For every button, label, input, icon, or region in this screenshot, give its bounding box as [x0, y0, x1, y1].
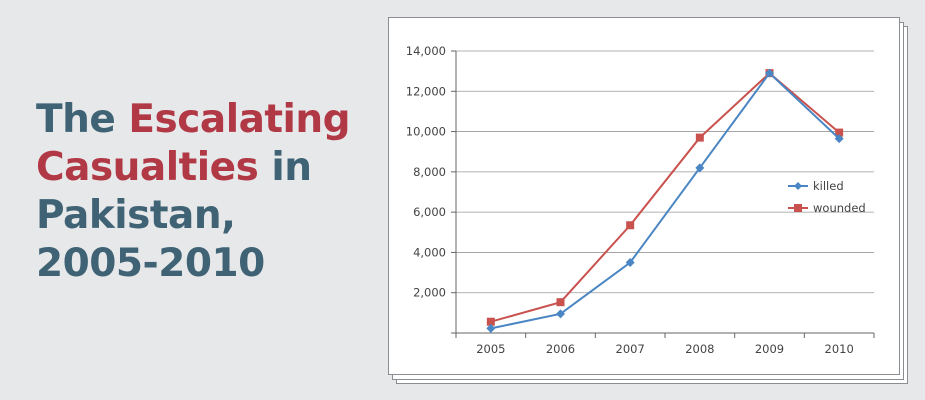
series-line-killed	[490, 71, 840, 330]
point-killed	[765, 68, 774, 78]
series-lines	[486, 68, 844, 333]
point-killed	[625, 258, 635, 267]
y-tick-label: 12,000	[406, 84, 446, 98]
legend-label-wounded: wounded	[813, 201, 866, 215]
x-tick-label: 2005	[476, 342, 505, 356]
grid-lines	[456, 50, 874, 294]
y-tick-label: 6,000	[413, 205, 446, 219]
x-tick-label: 2009	[755, 342, 784, 356]
point-killed	[834, 134, 844, 144]
point-killed	[695, 163, 705, 173]
headline-the: The	[36, 97, 129, 142]
y-tick-label: 2,000	[413, 286, 446, 300]
y-tick-label: 14,000	[406, 44, 446, 58]
point-wounded	[486, 317, 495, 326]
legend-label-killed: killed	[813, 179, 844, 193]
line-chart: 2,000 4,000 6,000 8,000 10,000 12,000 14,000 2…	[406, 44, 875, 356]
x-tick-label: 2006	[546, 342, 575, 356]
legend-marker-killed	[794, 182, 802, 190]
point-wounded	[556, 298, 565, 307]
point-wounded	[695, 133, 704, 142]
y-tick-label: 10,000	[406, 125, 446, 139]
legend-marker-wounded	[794, 204, 802, 212]
headline-escalating: Escalating	[128, 97, 351, 142]
headline-pakistan: Pakistan,	[36, 193, 236, 238]
legend: killed wounded	[788, 179, 866, 215]
y-tick-label: 8,000	[413, 165, 446, 179]
point-killed	[486, 323, 496, 333]
point-wounded	[835, 128, 844, 137]
x-tick-labels: 2005 2006 2007 2008 2009 2010	[476, 342, 854, 356]
chart-area: 2,000 4,000 6,000 8,000 10,000 12,000 14,000 2…	[388, 17, 900, 375]
x-tick-label: 2010	[825, 342, 854, 356]
headline: The Escalating Casualties in Pakistan, 2…	[36, 96, 366, 288]
x-tick-label: 2008	[685, 342, 714, 356]
headline-years: 2005-2010	[36, 241, 265, 286]
point-killed	[556, 309, 565, 319]
y-tick-label: 4,000	[413, 245, 446, 259]
headline-casualties: Casualties	[36, 145, 259, 190]
chart-paper	[388, 17, 900, 375]
y-tick-labels: 2,000 4,000 6,000 8,000 10,000 12,000 14,000	[406, 44, 446, 300]
point-wounded	[626, 221, 635, 230]
headline-in: in	[258, 145, 312, 190]
axes	[451, 50, 875, 338]
series-line-wounded	[490, 71, 840, 323]
x-tick-label: 2007	[616, 342, 645, 356]
